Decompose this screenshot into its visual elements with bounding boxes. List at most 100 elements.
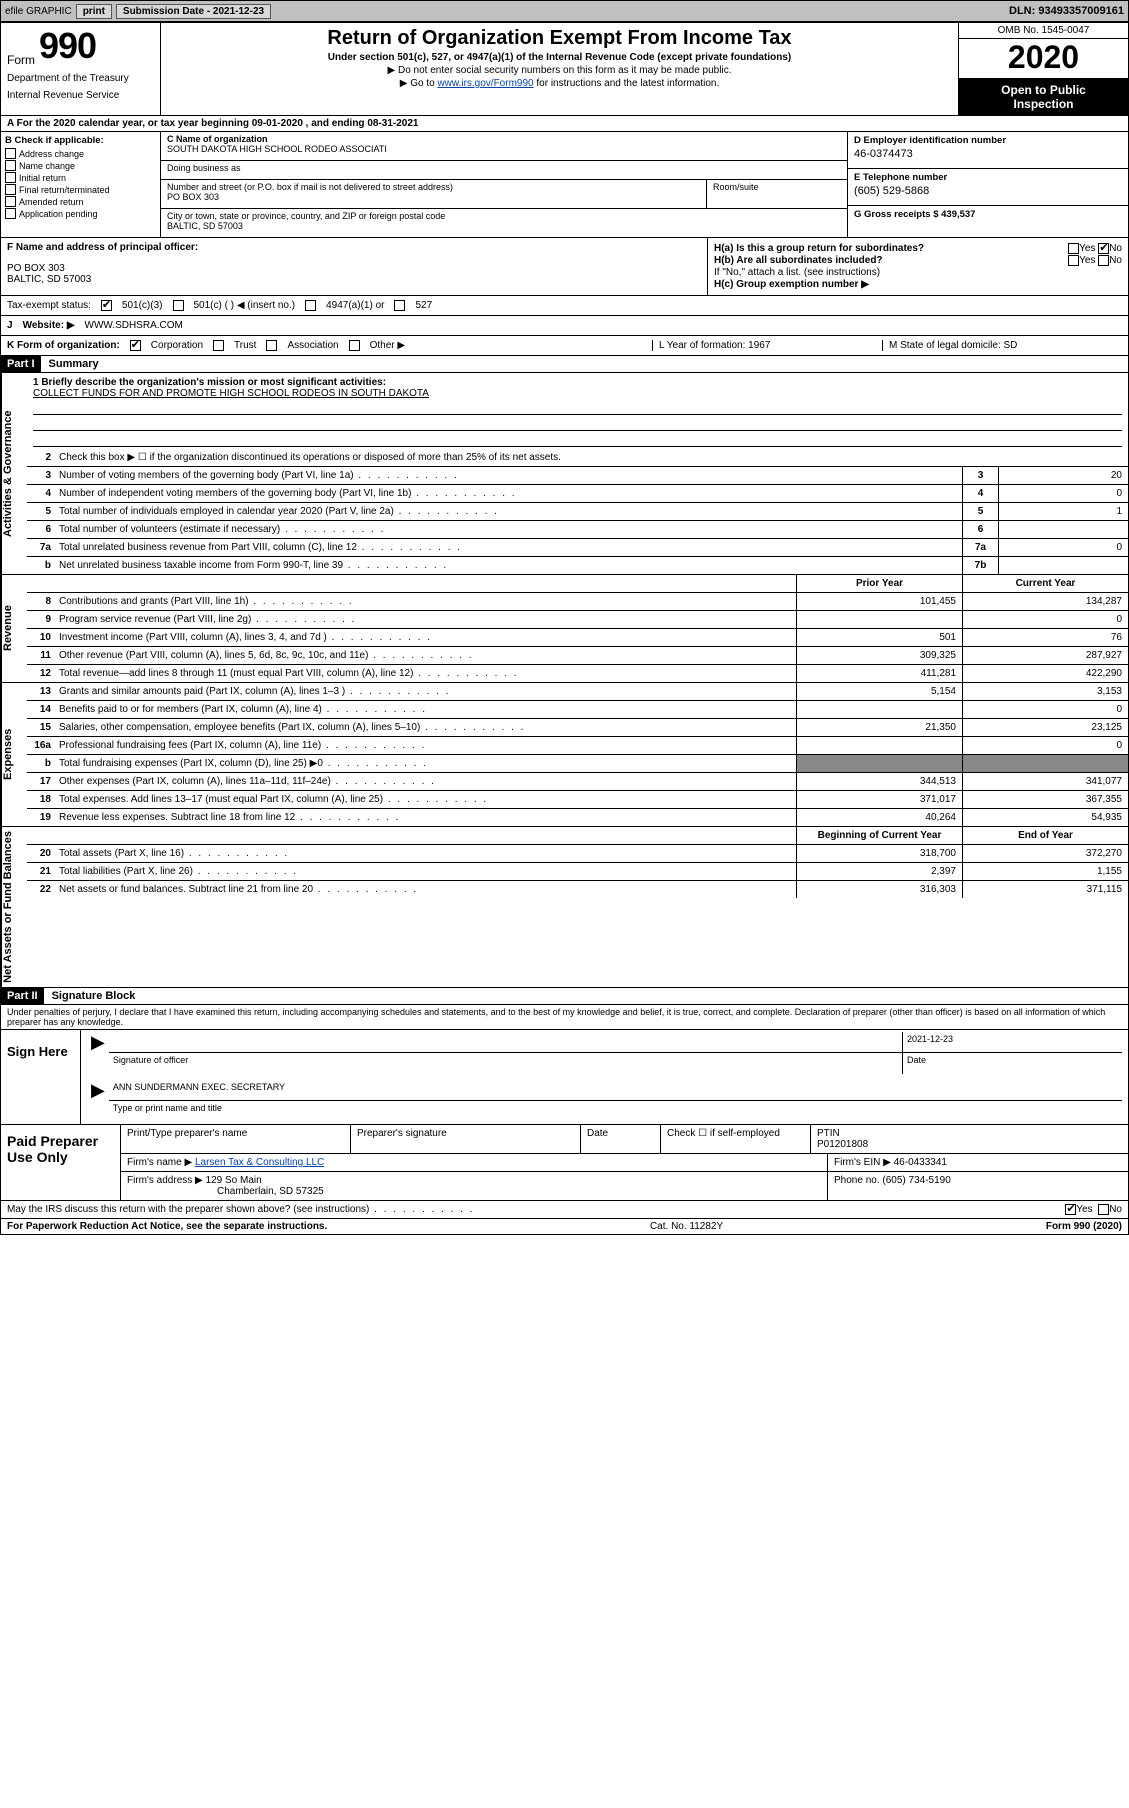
prep-name-lbl: Print/Type preparer's name	[121, 1125, 351, 1153]
line-val	[998, 521, 1128, 538]
c-city-lbl: City or town, state or province, country…	[167, 211, 841, 221]
chk-discuss-no[interactable]	[1098, 1204, 1109, 1215]
lbl-501c: 501(c) ( ) ◀ (insert no.)	[194, 300, 296, 311]
curr-val: 341,077	[962, 773, 1128, 790]
lbl-yes: Yes	[1079, 255, 1095, 266]
part1-exp: Expenses 13 Grants and similar amounts p…	[1, 683, 1128, 827]
curr-val: 54,935	[962, 809, 1128, 826]
lbl-app-pending: Application pending	[19, 209, 98, 219]
line-text: Contributions and grants (Part VIII, lin…	[55, 593, 796, 610]
chk-initial-return[interactable]	[5, 172, 16, 183]
chk-501c[interactable]	[173, 300, 184, 311]
fh-row: F Name and address of principal officer:…	[1, 238, 1128, 296]
c-street-lbl: Number and street (or P.O. box if mail i…	[167, 182, 700, 192]
line-text: Total fundraising expenses (Part IX, col…	[55, 755, 796, 772]
l-year: L Year of formation: 1967	[652, 340, 872, 351]
vtab-rev: Revenue	[1, 575, 27, 682]
line-text: Benefits paid to or for members (Part IX…	[55, 701, 796, 718]
form-number: 990	[39, 25, 96, 67]
chk-discuss-yes[interactable]	[1065, 1204, 1076, 1215]
line-num: 19	[27, 809, 55, 826]
sign-here-section: Sign Here ▶ 2021-12-23 ▶ Signature of of…	[1, 1030, 1128, 1125]
prior-val	[796, 737, 962, 754]
vtab-exp: Expenses	[1, 683, 27, 826]
form-subtitle: Under section 501(c), 527, or 4947(a)(1)…	[169, 52, 950, 63]
line-a: A For the 2020 calendar year, or tax yea…	[1, 116, 1128, 132]
line-num: 8	[27, 593, 55, 610]
j-val: WWW.SDHSRA.COM	[85, 320, 183, 331]
chk-amended[interactable]	[5, 196, 16, 207]
curr-val: 0	[962, 737, 1128, 754]
f-left: F Name and address of principal officer:…	[1, 238, 708, 295]
e-val: (605) 529-5868	[854, 185, 1122, 197]
chk-ha-no[interactable]	[1098, 243, 1109, 254]
lbl-initial-return: Initial return	[19, 173, 66, 183]
chk-name-change[interactable]	[5, 160, 16, 171]
c-dba-lbl: Doing business as	[167, 163, 841, 173]
triangle-icon: ▶	[388, 65, 398, 76]
header-left: Form 990 Department of the Treasury Inte…	[1, 23, 161, 115]
chk-hb-no[interactable]	[1098, 255, 1109, 266]
line-num: 11	[27, 647, 55, 664]
open-public-2: Inspection	[961, 97, 1126, 111]
chk-corp[interactable]	[130, 340, 141, 351]
lbl-name-change: Name change	[19, 161, 75, 171]
lbl-final-return: Final return/terminated	[19, 185, 110, 195]
chk-501c3[interactable]	[101, 300, 112, 311]
firm-name-lbl: Firm's name ▶	[127, 1157, 192, 1168]
chk-assoc[interactable]	[266, 340, 277, 351]
line-text: Salaries, other compensation, employee b…	[55, 719, 796, 736]
chk-trust[interactable]	[213, 340, 224, 351]
line-num: 22	[27, 881, 55, 898]
prior-val	[796, 611, 962, 628]
prior-val: 411,281	[796, 665, 962, 682]
h-b-note: If "No," attach a list. (see instruction…	[714, 267, 1122, 278]
print-button[interactable]: print	[76, 4, 112, 19]
efile-label: efile GRAPHIC	[5, 6, 72, 17]
prior-val: 371,017	[796, 791, 962, 808]
prep-sig-lbl: Preparer's signature	[351, 1125, 581, 1153]
line-box: 7b	[962, 557, 998, 574]
chk-other[interactable]	[349, 340, 360, 351]
line-text: Total unrelated business revenue from Pa…	[55, 539, 962, 556]
line-num: 2	[27, 449, 55, 466]
e-lbl: E Telephone number	[854, 172, 1122, 183]
f-addr1: PO BOX 303	[7, 263, 701, 274]
chk-527[interactable]	[394, 300, 405, 311]
chk-ha-yes[interactable]	[1068, 243, 1079, 254]
lbl-501c3: 501(c)(3)	[122, 300, 163, 311]
col-de: D Employer identification number 46-0374…	[848, 132, 1128, 237]
beg-year-hdr: Beginning of Current Year	[796, 827, 962, 844]
sig-date: 2021-12-23	[902, 1032, 1122, 1053]
chk-hb-yes[interactable]	[1068, 255, 1079, 266]
prior-val: 316,303	[796, 881, 962, 898]
firm-name-link[interactable]: Larsen Tax & Consulting LLC	[195, 1157, 324, 1168]
top-toolbar: efile GRAPHIC print Submission Date - 20…	[0, 0, 1129, 22]
lbl-other: Other ▶	[370, 340, 405, 351]
j-row: J Website: ▶ WWW.SDHSRA.COM	[1, 316, 1128, 336]
prior-val: 344,513	[796, 773, 962, 790]
chk-app-pending[interactable]	[5, 208, 16, 219]
typed-lbl: Type or print name and title	[109, 1101, 1122, 1122]
form-word: Form	[7, 53, 35, 67]
part1-head: Part I	[1, 356, 41, 372]
chk-4947[interactable]	[305, 300, 316, 311]
lbl-corp: Corporation	[151, 340, 203, 351]
firm-addr1: 129 So Main	[206, 1175, 262, 1186]
irs-link[interactable]: www.irs.gov/Form990	[437, 78, 533, 89]
ptin-lbl: PTIN	[817, 1128, 840, 1139]
prior-val: 501	[796, 629, 962, 646]
chk-final-return[interactable]	[5, 184, 16, 195]
submission-date-button[interactable]: Submission Date - 2021-12-23	[116, 4, 271, 19]
line-val	[998, 557, 1128, 574]
lbl-yes: Yes	[1079, 243, 1095, 254]
line-num: 16a	[27, 737, 55, 754]
chk-address-change[interactable]	[5, 148, 16, 159]
paid-lbl: Paid Preparer Use Only	[1, 1125, 121, 1200]
entity-block: B Check if applicable: Address change Na…	[1, 132, 1128, 238]
c-street: PO BOX 303	[167, 192, 700, 202]
line-text: Total number of individuals employed in …	[55, 503, 962, 520]
arrow-icon: ▶	[87, 1080, 109, 1101]
discuss-row: May the IRS discuss this return with the…	[1, 1201, 1128, 1219]
j-lbl: J	[7, 320, 13, 331]
